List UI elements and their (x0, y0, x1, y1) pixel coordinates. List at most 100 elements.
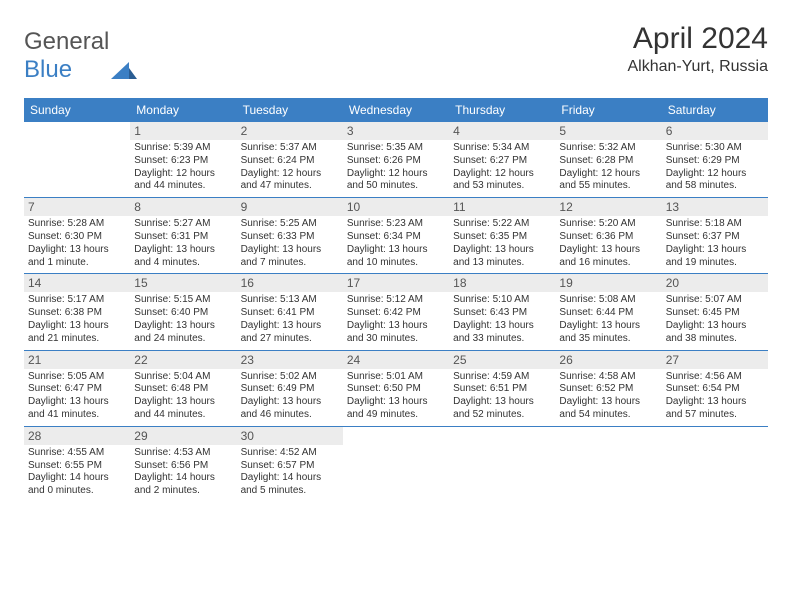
day-number (555, 427, 661, 445)
day-number: 2 (237, 122, 343, 140)
day-details: Sunrise: 4:53 AMSunset: 6:56 PMDaylight:… (134, 447, 232, 498)
day-number: 29 (130, 427, 236, 445)
day-details: Sunrise: 5:34 AMSunset: 6:27 PMDaylight:… (453, 142, 551, 193)
dow-sunday: Sunday (24, 98, 130, 122)
calendar-week: 14Sunrise: 5:17 AMSunset: 6:38 PMDayligh… (24, 274, 768, 350)
calendar-day: 2Sunrise: 5:37 AMSunset: 6:24 PMDaylight… (237, 122, 343, 197)
day-details: Sunrise: 5:05 AMSunset: 6:47 PMDaylight:… (28, 371, 126, 422)
day-details: Sunrise: 4:52 AMSunset: 6:57 PMDaylight:… (241, 447, 339, 498)
sunrise-text: Sunrise: 4:55 AM (28, 447, 126, 460)
sunset-text: Sunset: 6:57 PM (241, 460, 339, 473)
sunset-text: Sunset: 6:43 PM (453, 307, 551, 320)
sunset-text: Sunset: 6:34 PM (347, 231, 445, 244)
sunrise-text: Sunrise: 5:15 AM (134, 294, 232, 307)
sunrise-text: Sunrise: 5:01 AM (347, 371, 445, 384)
calendar-day: 14Sunrise: 5:17 AMSunset: 6:38 PMDayligh… (24, 274, 130, 349)
day-number (662, 427, 768, 445)
sunrise-text: Sunrise: 5:35 AM (347, 142, 445, 155)
day-details: Sunrise: 4:56 AMSunset: 6:54 PMDaylight:… (666, 371, 764, 422)
sunset-text: Sunset: 6:38 PM (28, 307, 126, 320)
day-details: Sunrise: 5:27 AMSunset: 6:31 PMDaylight:… (134, 218, 232, 269)
sunset-text: Sunset: 6:33 PM (241, 231, 339, 244)
daylight-text: Daylight: 13 hours and 1 minute. (28, 244, 126, 270)
day-details: Sunrise: 5:39 AMSunset: 6:23 PMDaylight:… (134, 142, 232, 193)
day-number: 13 (662, 198, 768, 216)
calendar-day: 17Sunrise: 5:12 AMSunset: 6:42 PMDayligh… (343, 274, 449, 349)
day-number (449, 427, 555, 445)
calendar-day (343, 427, 449, 502)
sunset-text: Sunset: 6:54 PM (666, 383, 764, 396)
calendar-day: 28 Sunrise: 4:55 AMSunset: 6:55 PMDayligh… (24, 427, 130, 502)
day-number: 28 (24, 427, 130, 445)
calendar-day: 9 Sunrise: 5:25 AMSunset: 6:33 PMDaylight… (237, 198, 343, 273)
daylight-text: Daylight: 12 hours and 53 minutes. (453, 168, 551, 194)
day-details: Sunrise: 5:02 AMSunset: 6:49 PMDaylight:… (241, 371, 339, 422)
calendar-day: 30Sunrise: 4:52 AMSunset: 6:57 PMDayligh… (237, 427, 343, 502)
daylight-text: Daylight: 13 hours and 44 minutes. (134, 396, 232, 422)
day-number: 6 (662, 122, 768, 140)
sunset-text: Sunset: 6:55 PM (28, 460, 126, 473)
daylight-text: Daylight: 13 hours and 52 minutes. (453, 396, 551, 422)
day-number: 7 (24, 198, 130, 216)
day-number: 20 (662, 274, 768, 292)
title-block: April 2024 Alkhan-Yurt, Russia (627, 22, 768, 76)
calendar-day: 8Sunrise: 5:27 AMSunset: 6:31 PMDaylight… (130, 198, 236, 273)
calendar-day: 25Sunrise: 4:59 AMSunset: 6:51 PMDayligh… (449, 351, 555, 426)
sunrise-text: Sunrise: 4:59 AM (453, 371, 551, 384)
calendar-week: 1Sunrise: 5:39 AMSunset: 6:23 PMDaylight… (24, 122, 768, 198)
logo-word-1: General (24, 28, 109, 55)
sunrise-text: Sunrise: 5:34 AM (453, 142, 551, 155)
day-details: Sunrise: 5:15 AMSunset: 6:40 PMDaylight:… (134, 294, 232, 345)
sunset-text: Sunset: 6:36 PM (559, 231, 657, 244)
dow-wednesday: Wednesday (343, 98, 449, 122)
dow-thursday: Thursday (449, 98, 555, 122)
day-details: Sunrise: 5:08 AMSunset: 6:44 PMDaylight:… (559, 294, 657, 345)
daylight-text: Daylight: 14 hours and 2 minutes. (134, 472, 232, 498)
day-details: Sunrise: 5:25 AMSunset: 6:33 PMDaylight:… (241, 218, 339, 269)
dow-tuesday: Tuesday (237, 98, 343, 122)
daylight-text: Daylight: 12 hours and 50 minutes. (347, 168, 445, 194)
sunset-text: Sunset: 6:23 PM (134, 155, 232, 168)
dow-friday: Friday (555, 98, 661, 122)
day-details: Sunrise: 5:32 AMSunset: 6:28 PMDaylight:… (559, 142, 657, 193)
day-number: 15 (130, 274, 236, 292)
sunset-text: Sunset: 6:24 PM (241, 155, 339, 168)
day-details: Sunrise: 5:30 AMSunset: 6:29 PMDaylight:… (666, 142, 764, 193)
sunset-text: Sunset: 6:41 PM (241, 307, 339, 320)
daylight-text: Daylight: 14 hours and 0 minutes. (28, 472, 126, 498)
sunrise-text: Sunrise: 5:18 AM (666, 218, 764, 231)
sunrise-text: Sunrise: 5:25 AM (241, 218, 339, 231)
day-number: 5 (555, 122, 661, 140)
sunrise-text: Sunrise: 5:32 AM (559, 142, 657, 155)
sunset-text: Sunset: 6:35 PM (453, 231, 551, 244)
daylight-text: Daylight: 13 hours and 41 minutes. (28, 396, 126, 422)
day-details: Sunrise: 5:07 AMSunset: 6:45 PMDaylight:… (666, 294, 764, 345)
daylight-text: Daylight: 12 hours and 47 minutes. (241, 168, 339, 194)
day-number: 26 (555, 351, 661, 369)
sunset-text: Sunset: 6:56 PM (134, 460, 232, 473)
calendar-day: 6 Sunrise: 5:30 AMSunset: 6:29 PMDaylight… (662, 122, 768, 197)
daylight-text: Daylight: 13 hours and 54 minutes. (559, 396, 657, 422)
sunset-text: Sunset: 6:31 PM (134, 231, 232, 244)
daylight-text: Daylight: 12 hours and 44 minutes. (134, 168, 232, 194)
sunset-text: Sunset: 6:29 PM (666, 155, 764, 168)
sunset-text: Sunset: 6:26 PM (347, 155, 445, 168)
sunset-text: Sunset: 6:37 PM (666, 231, 764, 244)
sunrise-text: Sunrise: 4:52 AM (241, 447, 339, 460)
day-details: Sunrise: 5:04 AMSunset: 6:48 PMDaylight:… (134, 371, 232, 422)
sunrise-text: Sunrise: 5:23 AM (347, 218, 445, 231)
calendar-day: 1Sunrise: 5:39 AMSunset: 6:23 PMDaylight… (130, 122, 236, 197)
day-number: 23 (237, 351, 343, 369)
dow-monday: Monday (130, 98, 236, 122)
sunset-text: Sunset: 6:52 PM (559, 383, 657, 396)
day-details: Sunrise: 5:28 AMSunset: 6:30 PMDaylight:… (28, 218, 126, 269)
day-number: 9 (237, 198, 343, 216)
sunset-text: Sunset: 6:50 PM (347, 383, 445, 396)
day-number: 12 (555, 198, 661, 216)
sunset-text: Sunset: 6:27 PM (453, 155, 551, 168)
calendar-day: 13Sunrise: 5:18 AMSunset: 6:37 PMDayligh… (662, 198, 768, 273)
day-number (343, 427, 449, 445)
daylight-text: Daylight: 12 hours and 55 minutes. (559, 168, 657, 194)
calendar-header-row: Sunday Monday Tuesday Wednesday Thursday… (24, 98, 768, 122)
page-header: General Blue April 2024 Alkhan-Yurt, Rus… (24, 22, 768, 84)
